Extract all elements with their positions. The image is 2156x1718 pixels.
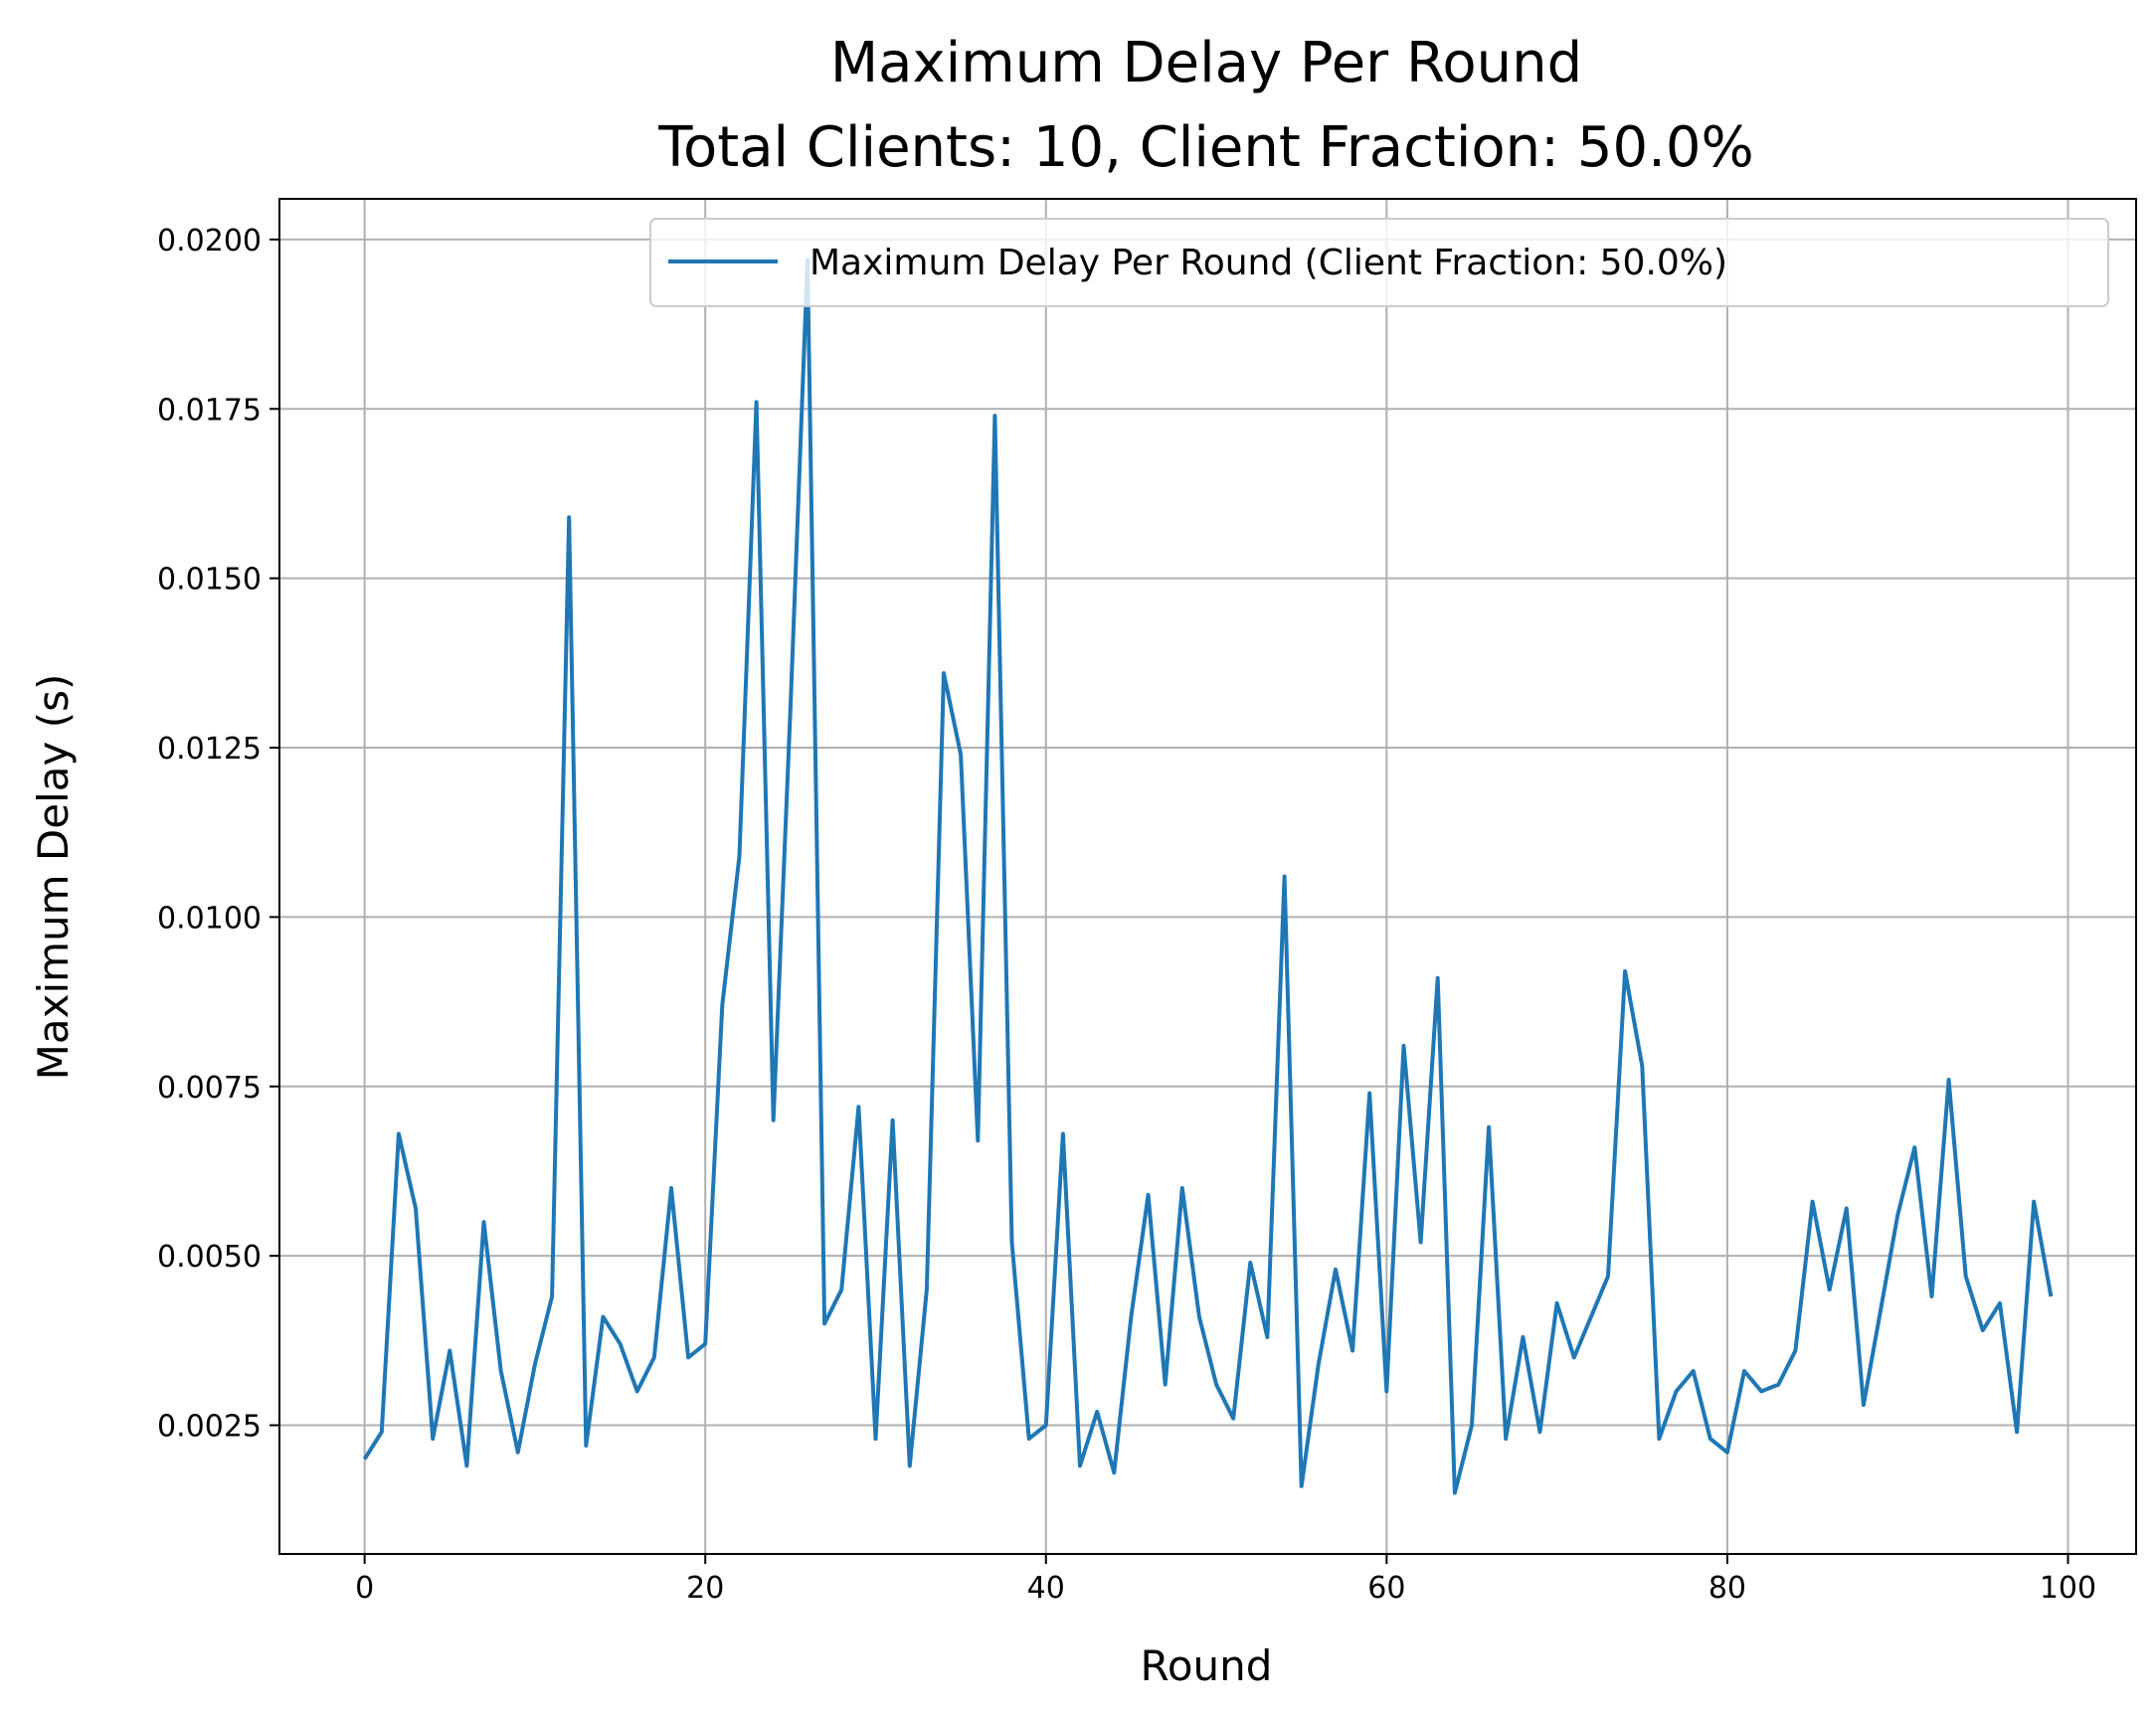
series-line — [362, 258, 2054, 1495]
chart-title: Maximum Delay Per Round — [830, 31, 1582, 95]
legend-label: Maximum Delay Per Round (Client Fraction… — [809, 243, 1727, 283]
y-tick-label: 0.0200 — [157, 224, 262, 258]
axis-ticks: 0 20 40 60 80 100 0.0025 0.0050 0.0075 0.0100 0.01… — [157, 224, 2096, 1606]
y-tick-label: 0.0175 — [157, 393, 262, 428]
x-tick-label: 20 — [686, 1571, 724, 1606]
x-tick-label: 40 — [1027, 1571, 1065, 1606]
legend: Maximum Delay Per Round (Client Fraction… — [649, 218, 2109, 307]
y-tick-label: 0.0025 — [157, 1410, 262, 1445]
series-layer — [362, 258, 2054, 1495]
x-axis-label: Round — [1141, 1641, 1273, 1690]
legend-box — [649, 218, 2109, 307]
y-tick-label: 0.0125 — [157, 732, 262, 767]
y-tick-label: 0.0150 — [157, 563, 262, 598]
x-tick-label: 80 — [1708, 1571, 1746, 1606]
y-tick-label: 0.0050 — [157, 1240, 262, 1275]
x-tick-label: 60 — [1367, 1571, 1405, 1606]
plot-area-frame — [278, 198, 2137, 1555]
y-tick-label: 0.0075 — [157, 1071, 262, 1106]
chart-subtitle: Total Clients: 10, Client Fraction: 50.0… — [657, 115, 1753, 180]
x-tick-label: 100 — [2040, 1571, 2096, 1606]
y-tick-label: 0.0100 — [157, 901, 262, 936]
y-axis-label: Maximum Delay (s) — [29, 674, 78, 1081]
x-tick-label: 0 — [355, 1571, 374, 1606]
